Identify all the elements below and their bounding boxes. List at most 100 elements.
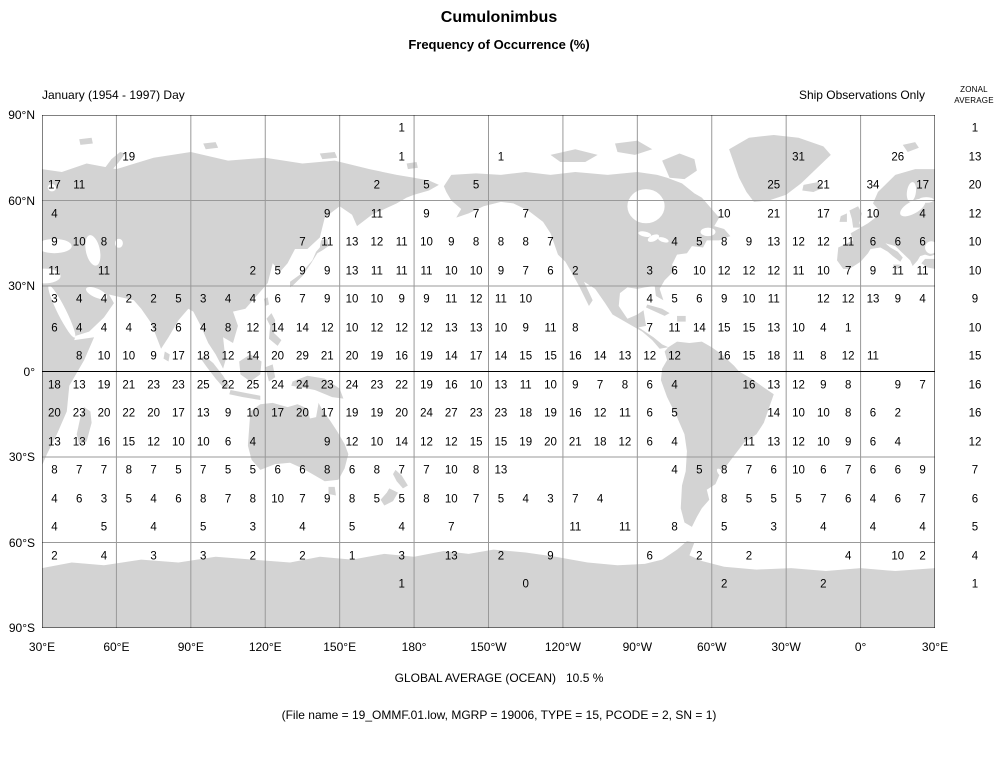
- baltic-sea: [900, 198, 926, 217]
- grid-value: 9: [844, 436, 852, 448]
- grid-value: 17: [47, 179, 61, 192]
- grid-value: 13: [345, 265, 359, 277]
- black-sea: [42, 238, 72, 254]
- grid-value: 7: [150, 464, 157, 477]
- grid-value: 10: [420, 236, 433, 249]
- grid-value: 6: [175, 493, 182, 505]
- grid-value: 6: [844, 493, 852, 505]
- grid-value: 7: [299, 493, 306, 505]
- grid-value: 5: [175, 293, 182, 306]
- grid-value: 16: [717, 350, 731, 363]
- grid-value: 12: [420, 436, 433, 448]
- grid-value: 6: [696, 293, 703, 306]
- landmass-madagascar: [76, 407, 92, 445]
- grid-value: 21: [320, 350, 334, 363]
- grid-value: 11: [48, 265, 61, 277]
- grid-value: 9: [720, 293, 728, 306]
- grid-value: 8: [522, 236, 529, 249]
- grid-value: 12: [792, 379, 805, 391]
- grid-value: 2: [150, 293, 157, 306]
- grid-value: 9: [448, 236, 455, 249]
- grid-value: 13: [72, 436, 86, 448]
- grid-value: 19: [544, 407, 557, 420]
- lat-tick-label: 90°S: [8, 621, 35, 635]
- grid-value: 10: [370, 293, 384, 306]
- grid-value: 11: [370, 265, 383, 277]
- zonal-average-value: 20: [968, 179, 982, 192]
- grid-value: 23: [370, 379, 384, 391]
- landmass-borneo: [239, 354, 262, 382]
- grid-value: 16: [395, 350, 409, 363]
- lat-tick-label: 60°S: [8, 535, 35, 550]
- landmass-baffin: [662, 153, 697, 180]
- zonal-average-value: 10: [968, 322, 982, 334]
- grid-value: 22: [395, 379, 409, 391]
- grid-value: 14: [296, 322, 309, 334]
- figure-subtitle: Frequency of Occurrence (%): [408, 37, 590, 52]
- grid-value: 4: [671, 464, 678, 477]
- grid-value: 12: [816, 236, 830, 249]
- grid-value: 11: [370, 208, 383, 220]
- grid-value: 1: [398, 578, 405, 591]
- grid-value: 25: [246, 379, 260, 391]
- grid-value: 20: [97, 407, 111, 420]
- grid-value: 12: [345, 436, 359, 448]
- grid-value: 6: [274, 464, 281, 477]
- grid-value: 4: [844, 550, 852, 562]
- grid-value: 6: [671, 265, 678, 277]
- zonal-average-value: 1: [971, 578, 979, 591]
- grid-value: 7: [572, 493, 579, 505]
- lon-tick-label: 0°: [854, 640, 867, 654]
- grid-value: 2: [299, 550, 306, 562]
- lat-tick-label: 0°: [23, 364, 35, 379]
- zonal-average-header: ZONAL AVERAGE: [950, 84, 998, 106]
- grid-value: 15: [519, 350, 533, 363]
- grid-value: 5: [696, 464, 703, 477]
- lake-superior: [638, 231, 652, 237]
- grid-value: 10: [792, 407, 805, 420]
- grid-value: 5: [175, 464, 182, 477]
- grid-value: 19: [122, 151, 136, 163]
- black-sea-west: [925, 241, 935, 254]
- grid-value: 4: [596, 493, 604, 505]
- grid-value: 8: [720, 464, 728, 477]
- landmass-svalbard: [902, 142, 919, 153]
- grid-value: 4: [299, 521, 306, 534]
- grid-value: 18: [593, 436, 607, 448]
- landmass-sri-lanka: [163, 351, 170, 362]
- grid-value: 9: [324, 265, 331, 277]
- grid-value: 17: [172, 407, 185, 420]
- grid-value: 3: [150, 550, 157, 562]
- grid-value: 3: [100, 493, 108, 505]
- grid-value: 23: [494, 407, 508, 420]
- grid-value: 10: [97, 350, 111, 363]
- grid-value: 20: [271, 350, 285, 363]
- white-sea: [47, 183, 57, 192]
- grid-value: 7: [919, 379, 926, 391]
- grid-value: 7: [820, 493, 827, 505]
- grid-value: 6: [820, 464, 827, 477]
- grid-value: 7: [224, 493, 232, 505]
- landmass-hispaniola: [677, 315, 686, 322]
- grid-value: 13: [767, 236, 781, 249]
- grid-value: 8: [820, 350, 827, 363]
- grid-value: 4: [76, 293, 83, 306]
- grid-value: 7: [919, 493, 926, 505]
- grid-value: 8: [844, 407, 852, 420]
- grid-value: 10: [692, 265, 706, 277]
- grid-value: 4: [522, 493, 529, 505]
- grid-value: 4: [150, 521, 157, 534]
- grid-value: 8: [497, 236, 505, 249]
- grid-value: 12: [395, 322, 409, 334]
- grid-value: 18: [196, 350, 210, 363]
- grid-value: 11: [767, 293, 780, 306]
- latitude-axis: 90°N 60°N 30°N 0° 30°S 60°S 90°S: [0, 108, 36, 635]
- landmass-franz-josef: [79, 137, 93, 145]
- landmass-wrangel: [406, 162, 418, 170]
- grid-value: 6: [274, 293, 281, 306]
- grid-value: 4: [820, 322, 827, 334]
- grid-value: 2: [125, 293, 133, 306]
- grid-value: 12: [147, 436, 161, 448]
- grid-value: 2: [745, 550, 753, 562]
- grid-value: 17: [816, 208, 830, 220]
